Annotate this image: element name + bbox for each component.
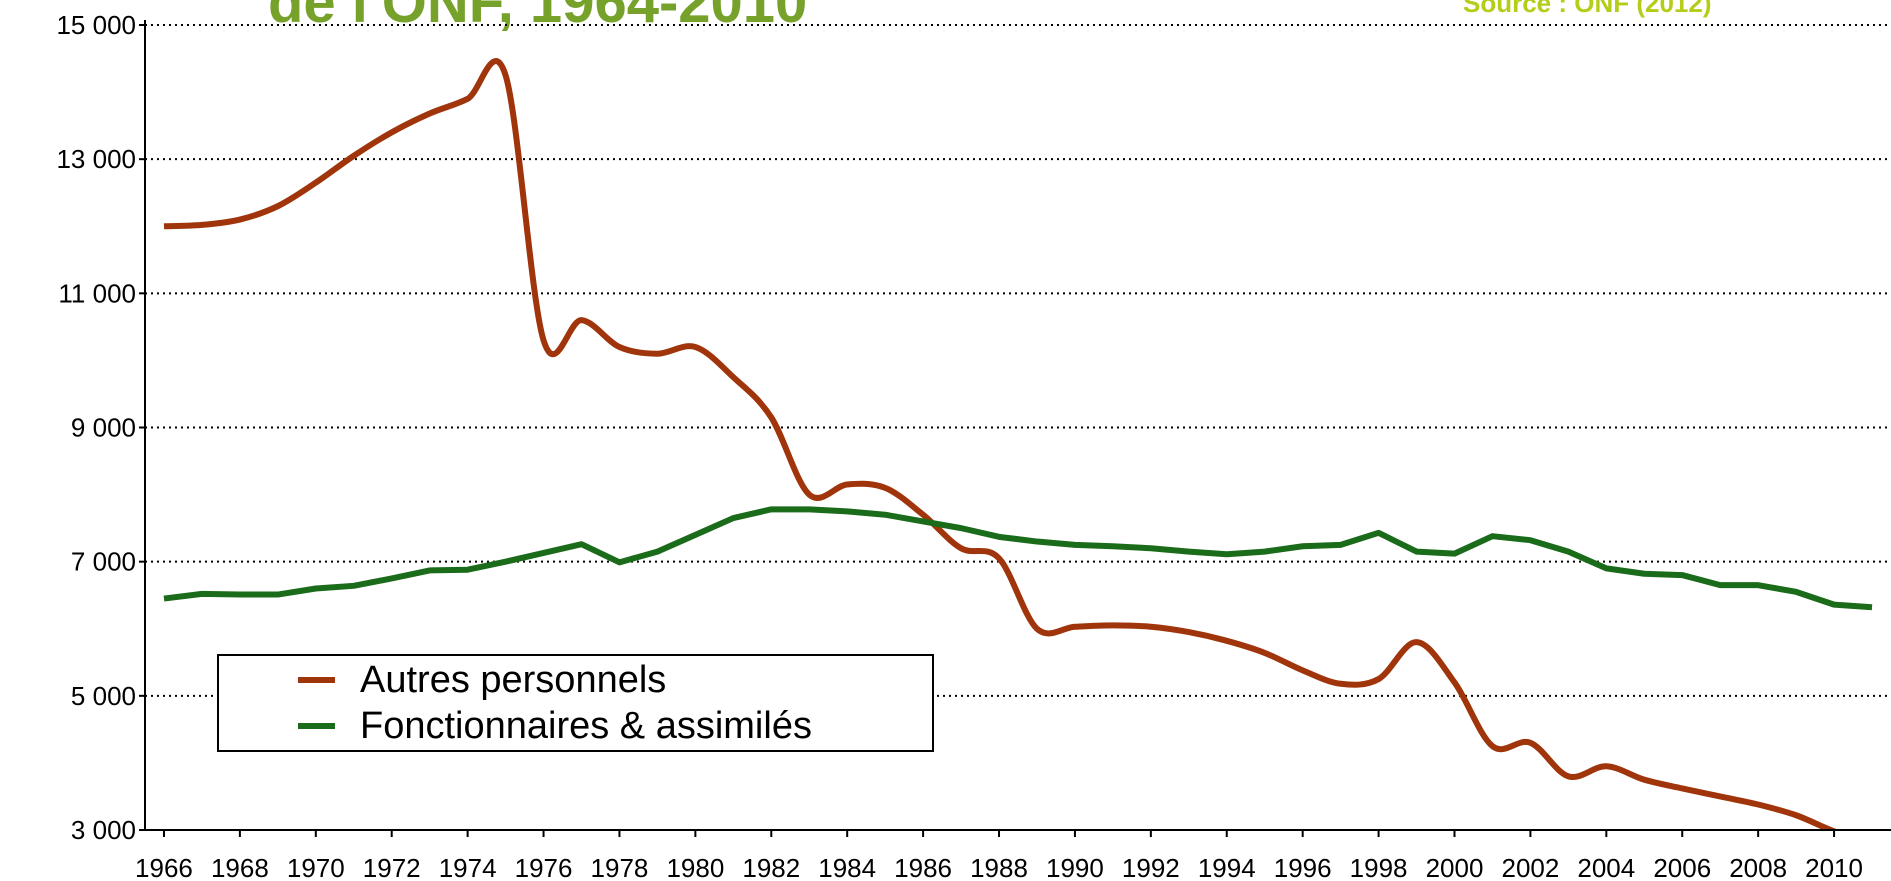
y-tick-label: 13 000 <box>56 144 136 174</box>
legend-box <box>217 654 934 752</box>
x-tick-label: 1978 <box>591 853 649 881</box>
x-tick-label: 2006 <box>1653 853 1711 881</box>
source: Source : ONF (2012) <box>1463 0 1712 18</box>
chart-title: de l'ONF, 1964-2010 <box>268 0 807 35</box>
x-tick-label: 1966 <box>135 853 193 881</box>
legend-label: Fonctionnaires & assimilés <box>360 705 812 747</box>
x-tick-label: 1994 <box>1198 853 1256 881</box>
x-tick-label: 2002 <box>1501 853 1559 881</box>
y-tick-label: 3 000 <box>71 815 136 845</box>
x-tick-label: 1996 <box>1274 853 1332 881</box>
x-tick-label: 1974 <box>439 853 497 881</box>
x-tick-label: 1992 <box>1122 853 1180 881</box>
x-tick-label: 1990 <box>1046 853 1104 881</box>
x-tick-label: 1984 <box>818 853 876 881</box>
x-tick-label: 2010 <box>1805 853 1863 881</box>
x-tick-label: 1972 <box>363 853 421 881</box>
legend-label: Autres personnels <box>360 659 666 701</box>
x-tick-label: 1968 <box>211 853 269 881</box>
x-tick-label: 2004 <box>1577 853 1635 881</box>
y-tick-label: 7 000 <box>71 547 136 577</box>
x-tick-label: 1988 <box>970 853 1028 881</box>
x-tick-label: 1976 <box>515 853 573 881</box>
x-tick-label: 1980 <box>666 853 724 881</box>
x-tick-label: 1970 <box>287 853 345 881</box>
x-tick-label: 1998 <box>1350 853 1408 881</box>
y-tick-label: 5 000 <box>71 681 136 711</box>
y-tick-label: 11 000 <box>58 278 136 308</box>
y-tick-label: 15 000 <box>56 10 136 40</box>
line-series <box>163 58 1840 830</box>
x-tick-label: 2008 <box>1729 853 1787 881</box>
axes: 3 000 5 000 7 000 9 000 11 000 13 000 15 000 19… <box>56 10 1891 881</box>
x-tick-label: 1986 <box>894 853 952 881</box>
line-series <box>163 506 1873 611</box>
x-tick-label: 1982 <box>742 853 800 881</box>
plot <box>163 58 1873 830</box>
y-tick-label: 9 000 <box>71 413 136 443</box>
x-tick-label: 2000 <box>1426 853 1484 881</box>
